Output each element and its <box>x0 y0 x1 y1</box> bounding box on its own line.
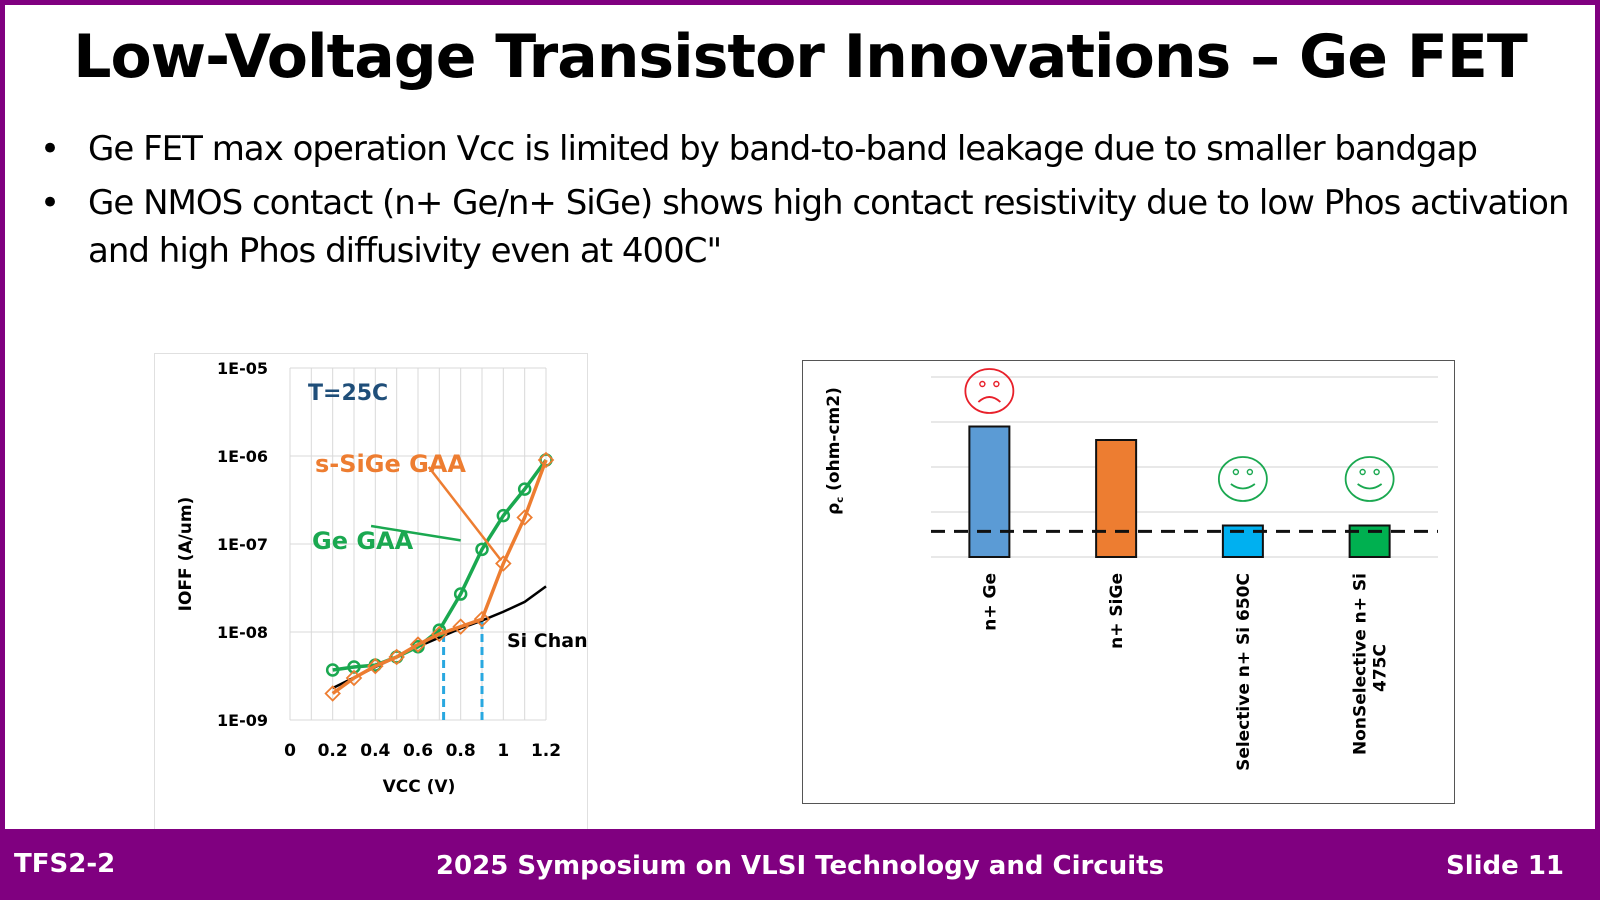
y-tick-label: 1E-08 <box>217 623 268 642</box>
y-tick-label: 1E-09 <box>217 711 268 730</box>
bullet-marker: • <box>40 129 60 169</box>
data-point-ge-gaa <box>539 453 553 467</box>
category-label: NonSelective n+ Si475C <box>1351 573 1391 755</box>
legend-label-si-channel: Si Channel <box>507 630 587 652</box>
ioff-chart-svg: 1E-09 1E-08 1E-07 1E-06 1E-05 0 0.2 0.4 0.6 0.8 1 1… <box>176 359 621 797</box>
contact-resistivity-chart: n+ Ge n+ SiGe Selective n+ Si 650C NonSelec… <box>802 360 1455 804</box>
label-pointer-line <box>370 524 461 542</box>
x-tick-label: 0 <box>284 741 296 761</box>
category-label-line: NonSelective n+ Si <box>1351 573 1371 755</box>
data-point-ssige-gaa <box>452 618 469 635</box>
x-tick-label: 1 <box>497 741 509 761</box>
x-axis-label: VCC (V) <box>383 777 456 797</box>
footer-session-id: TFS2-2 <box>14 849 116 879</box>
face-annotations <box>964 368 1395 502</box>
footer-bar: TFS2-2 2025 Symposium on VLSI Technology… <box>0 829 1600 900</box>
category-label-line: n+ SiGe <box>1107 573 1127 649</box>
series-line-s-sige-gaa <box>331 459 548 695</box>
page-title: Low-Voltage Transistor Innovations – Ge … <box>73 22 1528 92</box>
data-point-ge-gaa <box>496 508 511 523</box>
category-label-line: 475C <box>1371 644 1391 692</box>
legend-label-ge-gaa: Ge GAA <box>312 527 414 555</box>
y-tick-label: 1E-06 <box>217 447 268 466</box>
bullet-marker: • <box>40 183 60 223</box>
data-point-ge-gaa <box>325 663 340 677</box>
category-label-line: Selective n+ Si 650C <box>1234 573 1254 771</box>
data-point-ssige-gaa <box>516 509 533 526</box>
bullet-item: • Ge FET max operation Vcc is limited by… <box>40 125 1570 173</box>
category-label: n+ Ge <box>980 573 1000 631</box>
data-point-ge-gaa <box>347 660 361 674</box>
footer-conference: 2025 Symposium on VLSI Technology and Ci… <box>435 851 1165 881</box>
y-axis-label-rho: ρ <box>824 503 844 515</box>
data-point-ge-gaa <box>453 587 468 601</box>
data-point-ssige-gaa <box>431 625 448 643</box>
category-label-line: n+ Ge <box>980 573 1000 631</box>
happy-face-icon <box>1344 456 1395 502</box>
category-labels: n+ Ge n+ SiGe Selective n+ Si 650C NonSelec… <box>980 573 1390 771</box>
chart-series <box>324 451 555 720</box>
x-tick-label: 0.2 <box>318 741 348 761</box>
bullet-item: • Ge NMOS contact (n+ Ge/n+ SiGe) shows … <box>40 179 1570 275</box>
data-point-ssige-gaa <box>473 610 491 628</box>
bullet-text: Ge NMOS contact (n+ Ge/n+ SiGe) shows hi… <box>88 183 1569 271</box>
x-tick-label: 1.2 <box>531 741 561 761</box>
bullet-text: Ge FET max operation Vcc is limited by b… <box>88 129 1478 169</box>
resistivity-chart-svg: n+ Ge n+ SiGe Selective n+ Si 650C NonSelec… <box>824 368 1438 771</box>
data-point-ssige-gaa <box>345 669 363 687</box>
data-point-ssige-gaa <box>537 451 555 469</box>
data-point-ge-gaa <box>389 650 404 664</box>
y-tick-label: 1E-07 <box>217 535 268 554</box>
bullet-list: • Ge FET max operation Vcc is limited by… <box>40 125 1570 281</box>
data-point-ge-gaa <box>517 482 532 496</box>
category-label: n+ SiGe <box>1107 573 1127 649</box>
y-axis-label-units: (ohm-cm2) <box>824 387 844 497</box>
y-tick-label: 1E-05 <box>217 359 268 378</box>
category-label: Selective n+ Si 650C <box>1234 573 1254 771</box>
sad-face-icon <box>964 368 1015 414</box>
x-tick-label: 0.4 <box>360 741 390 761</box>
legend-label-ssige-gaa: s-SiGe GAA <box>315 450 466 478</box>
data-point-ssige-gaa <box>388 648 405 666</box>
y-axis-label: ρc (ohm-cm2) <box>824 387 846 515</box>
y-axis-label: IOFF (A/um) <box>176 497 196 612</box>
label-pointer-line <box>427 466 503 562</box>
x-tick-label: 0.8 <box>446 741 476 761</box>
y-axis-label-sub: c <box>835 497 846 503</box>
data-point-ssige-gaa <box>409 636 427 653</box>
bar-n-ge <box>968 425 1011 558</box>
data-point-ssige-gaa <box>495 555 512 572</box>
chart-axes: 1E-09 1E-08 1E-07 1E-06 1E-05 0 0.2 0.4 0.6 0.8 1 1… <box>217 359 561 761</box>
happy-face-icon <box>1217 456 1268 502</box>
data-point-ssige-gaa <box>367 657 384 675</box>
temperature-annotation: T=25C <box>308 381 388 406</box>
ioff-vs-vcc-chart: 1E-09 1E-08 1E-07 1E-06 1E-05 0 0.2 0.4 0.6 0.8 1 1… <box>154 353 621 830</box>
data-point-ge-gaa <box>475 542 489 557</box>
bar-n-sige <box>1095 439 1138 558</box>
footer-slide-number: Slide 11 <box>1445 851 1564 881</box>
data-point-ssige-gaa <box>324 685 341 702</box>
x-tick-label: 0.6 <box>403 741 433 761</box>
chart-bars <box>968 425 1391 558</box>
